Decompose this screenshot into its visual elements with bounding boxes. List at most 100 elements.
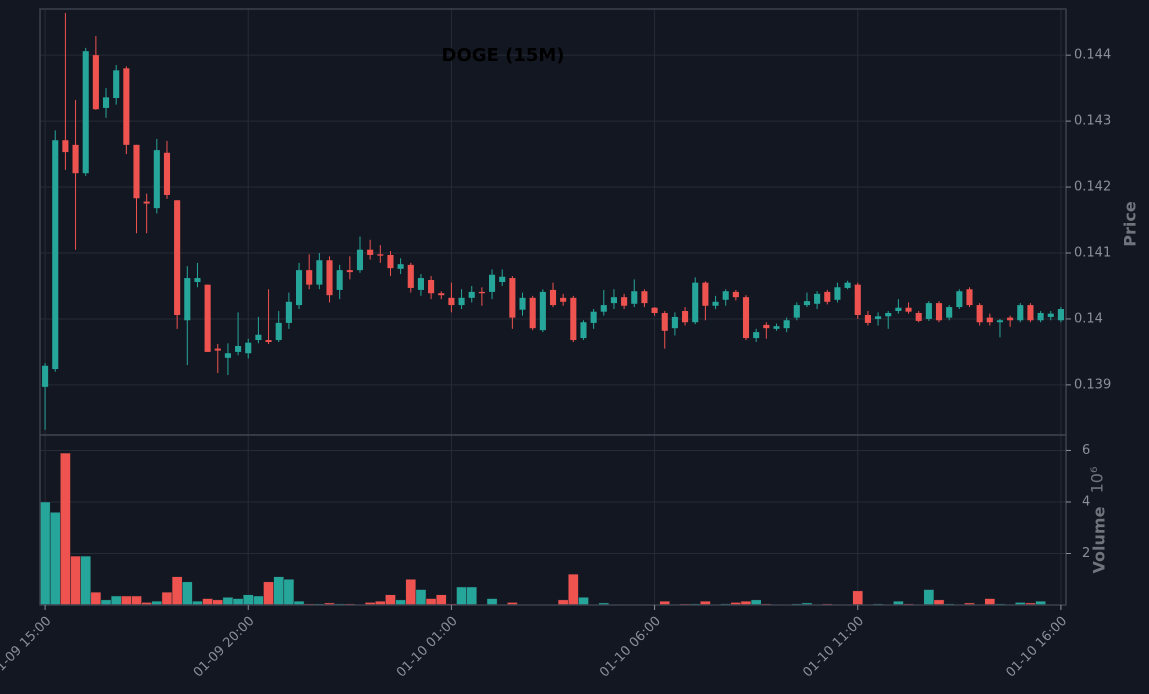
volume-panel-frame: [39, 434, 1067, 606]
y-tick-label: 0.142: [1074, 180, 1111, 195]
volume-tick-label: 2: [1082, 546, 1090, 561]
volume-tick-label: 4: [1082, 494, 1090, 509]
candle-body: [996, 320, 1004, 323]
y-tick-label: 0.14: [1074, 311, 1103, 326]
volume-bar: [121, 595, 132, 606]
candle-body: [499, 276, 506, 283]
y-tick-label: 0.141: [1074, 245, 1111, 260]
volume-bar: [405, 578, 417, 606]
volume-bar: [70, 555, 81, 606]
volume-bar: [923, 589, 935, 606]
volume-bar: [567, 573, 579, 606]
candle-body: [651, 307, 658, 314]
volume-bar: [557, 599, 569, 606]
candle-body: [661, 313, 668, 331]
volume-bar: [456, 586, 467, 606]
candle-body: [346, 270, 353, 273]
candle-body: [428, 280, 435, 294]
volume-bar: [39, 501, 51, 606]
volume-bar: [100, 599, 112, 606]
candle-body: [539, 291, 546, 331]
volume-bar: [80, 555, 92, 606]
candle-body: [102, 97, 110, 108]
candle-body: [773, 326, 780, 329]
volume-bar: [232, 598, 244, 606]
candle-body: [641, 291, 648, 304]
volume-axis-label: Volume: [1090, 506, 1109, 573]
candle-body: [295, 270, 303, 306]
candle-body: [163, 152, 171, 195]
volume-bar: [60, 452, 71, 606]
candle-body: [275, 322, 282, 341]
candle-body: [763, 324, 770, 329]
candle-body: [712, 301, 719, 306]
candle-body: [610, 297, 617, 304]
volume-bar: [852, 590, 864, 606]
candle-body: [326, 260, 333, 296]
candle-body: [834, 287, 841, 300]
volume-bar: [425, 598, 437, 606]
candle-body: [590, 311, 597, 323]
volume-bar: [984, 598, 996, 606]
candle-body: [529, 297, 536, 329]
candle-body: [682, 311, 689, 323]
candle-body: [255, 334, 262, 341]
candle-body: [560, 297, 567, 302]
y-axis-label: Price: [1121, 201, 1140, 247]
candle-body: [854, 284, 861, 315]
candle-body: [224, 353, 231, 358]
candle-body: [885, 313, 892, 317]
candle-body: [367, 249, 374, 255]
candle-body: [793, 305, 800, 318]
volume-bar: [212, 599, 224, 606]
candle-body: [905, 307, 912, 312]
candle-body: [1057, 309, 1064, 321]
candle-body: [732, 291, 739, 298]
candle-body: [966, 289, 973, 306]
candle-body: [915, 313, 922, 321]
candle-body: [631, 291, 638, 304]
grid-layer: [40, 9, 1066, 605]
candle-body: [458, 297, 465, 306]
candle-body: [82, 51, 89, 174]
volume-offset-label: 10⁶: [1088, 467, 1107, 494]
candle-body: [204, 284, 211, 352]
candle-body: [397, 264, 404, 269]
candle-body: [123, 68, 130, 145]
volume-bar: [242, 594, 254, 606]
candle-body: [671, 316, 678, 329]
candle-body: [895, 307, 902, 312]
candle-body: [580, 322, 587, 339]
candle-body: [214, 348, 221, 351]
candle-body: [387, 254, 394, 269]
candle-body: [621, 297, 628, 306]
candle-body: [803, 301, 811, 306]
candle-body: [875, 316, 882, 319]
candle-body: [438, 293, 445, 296]
candle-body: [356, 249, 364, 271]
candle-body: [753, 332, 760, 339]
volume-bar: [395, 599, 406, 606]
volume-bar: [202, 598, 213, 606]
volume-bar: [161, 591, 173, 606]
candle-body: [935, 303, 943, 321]
candle-body: [377, 254, 384, 256]
candle-body: [417, 278, 424, 290]
candle-body: [1017, 305, 1024, 321]
candle-body: [956, 291, 963, 308]
candle-body: [742, 297, 750, 339]
candle-body: [62, 140, 69, 153]
candle-body: [824, 291, 831, 302]
volume-bar: [110, 595, 122, 606]
candle-body: [245, 342, 252, 354]
candle-body: [153, 150, 160, 209]
candle-body: [1027, 305, 1034, 321]
volume-bar: [283, 578, 295, 606]
candle-body: [489, 274, 496, 292]
volume-bar: [181, 581, 193, 606]
candle-body: [722, 291, 729, 300]
volume-bar: [385, 594, 396, 606]
candle-body: [925, 303, 932, 319]
volume-bar: [131, 595, 142, 606]
candle-body: [143, 201, 150, 204]
